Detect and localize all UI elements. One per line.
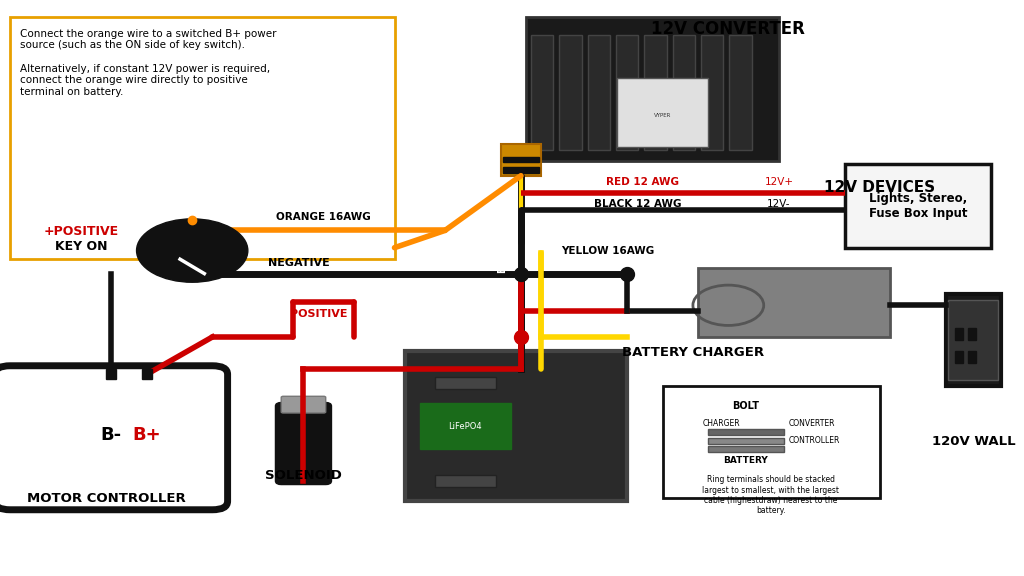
FancyBboxPatch shape bbox=[845, 164, 991, 248]
FancyBboxPatch shape bbox=[698, 268, 890, 337]
Bar bbox=[644, 35, 667, 150]
Bar bbox=[616, 35, 638, 150]
Text: YELLOW 16AWG: YELLOW 16AWG bbox=[561, 245, 654, 256]
Text: Connect the orange wire to a switched B+ power
source (such as the ON side of ke: Connect the orange wire to a switched B+… bbox=[20, 29, 276, 97]
Bar bbox=[968, 351, 976, 363]
Bar bbox=[588, 35, 610, 150]
Circle shape bbox=[136, 219, 248, 282]
Text: BATTERY: BATTERY bbox=[723, 456, 768, 465]
Bar bbox=[559, 35, 582, 150]
Text: BLACK 16AWG: BLACK 16AWG bbox=[498, 194, 508, 272]
Bar bbox=[708, 446, 784, 452]
Text: ON: ON bbox=[201, 240, 217, 250]
Bar bbox=[708, 438, 784, 444]
Bar bbox=[501, 144, 541, 176]
Text: CONVERTER: CONVERTER bbox=[790, 419, 836, 428]
Bar bbox=[673, 35, 695, 150]
Text: CHARGER: CHARGER bbox=[703, 419, 740, 428]
Text: LiFePO4: LiFePO4 bbox=[449, 422, 482, 431]
Text: B-: B- bbox=[100, 426, 122, 444]
Bar bbox=[729, 35, 752, 150]
FancyBboxPatch shape bbox=[404, 351, 627, 501]
FancyBboxPatch shape bbox=[282, 396, 326, 413]
Bar bbox=[503, 167, 540, 173]
Bar bbox=[617, 78, 708, 147]
Text: B+: B+ bbox=[132, 426, 161, 444]
Text: KEY ON: KEY ON bbox=[54, 240, 108, 253]
Text: NEGATIVE: NEGATIVE bbox=[267, 258, 330, 268]
Text: 12V-: 12V- bbox=[767, 199, 791, 209]
Bar bbox=[955, 328, 963, 340]
Text: POSITIVE: POSITIVE bbox=[290, 309, 347, 319]
Text: BOLT: BOLT bbox=[732, 401, 759, 411]
FancyBboxPatch shape bbox=[276, 403, 331, 484]
Bar bbox=[948, 300, 998, 380]
Text: SOLENOID: SOLENOID bbox=[265, 469, 342, 483]
Bar bbox=[503, 157, 540, 162]
FancyBboxPatch shape bbox=[0, 366, 227, 510]
Text: 12V+: 12V+ bbox=[764, 177, 794, 187]
FancyBboxPatch shape bbox=[10, 17, 394, 259]
Text: CONTROLLER: CONTROLLER bbox=[790, 436, 841, 445]
Text: BATTERY CHARGER: BATTERY CHARGER bbox=[622, 346, 764, 359]
Bar bbox=[435, 475, 496, 487]
Text: MOTOR CONTROLLER: MOTOR CONTROLLER bbox=[27, 492, 185, 505]
Text: ORANGE 16AWG: ORANGE 16AWG bbox=[276, 212, 371, 222]
FancyBboxPatch shape bbox=[663, 386, 880, 498]
Bar bbox=[531, 35, 553, 150]
Bar bbox=[420, 403, 511, 449]
Bar bbox=[955, 351, 963, 363]
Text: 12V DEVICES: 12V DEVICES bbox=[824, 180, 936, 195]
Text: Lights, Stereo,
Fuse Box Input: Lights, Stereo, Fuse Box Input bbox=[868, 192, 968, 220]
Text: 12V CONVERTER: 12V CONVERTER bbox=[651, 20, 805, 38]
Text: Ring terminals should be stacked
largest to smallest, with the largest
cable (hi: Ring terminals should be stacked largest… bbox=[702, 475, 840, 516]
FancyBboxPatch shape bbox=[946, 294, 1001, 386]
Text: 120V WALL: 120V WALL bbox=[932, 435, 1016, 448]
Bar bbox=[701, 35, 723, 150]
FancyBboxPatch shape bbox=[526, 17, 779, 161]
Text: +POSITIVE: +POSITIVE bbox=[43, 225, 119, 238]
Bar bbox=[968, 328, 976, 340]
Bar bbox=[708, 429, 784, 435]
Text: BLACK 12 AWG: BLACK 12 AWG bbox=[594, 199, 681, 209]
Bar bbox=[435, 377, 496, 389]
Text: RED 12 AWG: RED 12 AWG bbox=[606, 177, 679, 187]
Text: VYPER: VYPER bbox=[654, 113, 672, 118]
Text: OFF: OFF bbox=[170, 240, 191, 250]
